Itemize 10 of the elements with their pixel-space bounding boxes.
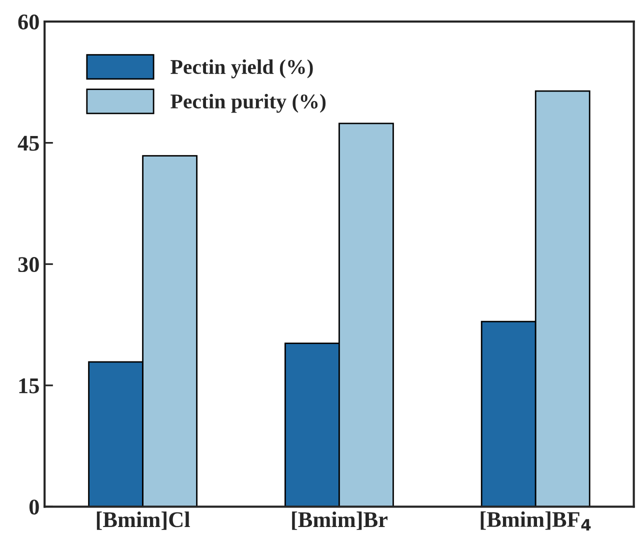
y-tick-label: 15 [19,378,39,394]
x-tick-label: [Bmim]Br [292,512,388,530]
x-tick-label: [Bmim]Cl [96,512,190,530]
x-tick-label: [Bmim]BF$_{4}$ [480,511,591,530]
legend-label: Pectin yield (%) [170,59,313,78]
legend-label: Pectin purity (%) [170,94,326,113]
y-tick-label: 60 [18,14,39,30]
y-tick-label: 30 [18,257,39,272]
y-tick-label: 0 [29,500,39,515]
y-tick-label: 45 [18,136,39,151]
